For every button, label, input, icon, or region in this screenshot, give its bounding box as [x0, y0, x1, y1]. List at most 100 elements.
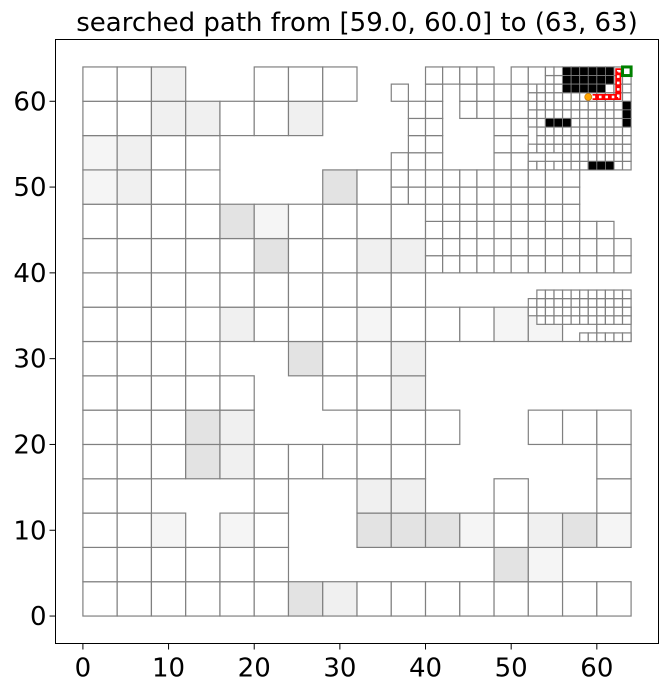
- grid-cell: [587, 134, 598, 145]
- grid-cell: [570, 117, 581, 128]
- grid-cell: [510, 100, 529, 120]
- grid-cell: [544, 100, 555, 111]
- grid-cell: [544, 289, 555, 300]
- grid-cell: [587, 298, 598, 308]
- grid-cell: [536, 126, 547, 137]
- grid-cell: [287, 203, 324, 240]
- grid-cell: [570, 160, 581, 171]
- grid-cell: [150, 169, 187, 205]
- grid-cell: [82, 546, 118, 583]
- grid-cell: [476, 255, 495, 274]
- grid-cell: [579, 109, 589, 120]
- grid-cell: [570, 134, 581, 145]
- grid-cell: [561, 289, 572, 300]
- grid-cell: [150, 340, 187, 377]
- grid-cell: [510, 83, 529, 102]
- grid-cell: [561, 134, 572, 145]
- grid-cell: [116, 237, 153, 274]
- obstacle-cell: [570, 75, 581, 85]
- grid-cell: [604, 306, 615, 317]
- grid-cell: [442, 169, 461, 188]
- grid-cell: [356, 512, 392, 549]
- grid-cell: [544, 298, 555, 308]
- grid-cell: [536, 160, 547, 171]
- grid-cell: [442, 220, 461, 240]
- grid-cell: [579, 220, 598, 240]
- grid-cell: [621, 134, 632, 145]
- grid-cell: [579, 117, 589, 128]
- grid-cell: [116, 409, 153, 446]
- grid-cell: [596, 152, 606, 162]
- grid-cell: [493, 306, 529, 343]
- grid-cell: [544, 315, 555, 325]
- grid-cell: [544, 203, 564, 222]
- grid-cell: [587, 143, 598, 154]
- grid-cell: [219, 100, 255, 137]
- grid-cell: [536, 100, 547, 111]
- grid-cell: [579, 315, 589, 325]
- grid-cell: [596, 306, 606, 317]
- obstacle-cell: [570, 66, 581, 76]
- obstacle-cell: [604, 160, 615, 171]
- grid-cell: [613, 237, 632, 257]
- grid-cell: [493, 220, 512, 240]
- grid-cell: [253, 203, 290, 240]
- grid-cell: [544, 169, 564, 188]
- grid-cell: [596, 581, 632, 617]
- grid-cell: [596, 315, 606, 325]
- grid-cell: [150, 203, 187, 240]
- grid-cell: [510, 203, 529, 222]
- grid-cell: [596, 109, 606, 120]
- grid-cell: [570, 306, 581, 317]
- grid-cell: [613, 255, 632, 274]
- grid-cell: [116, 443, 153, 480]
- grid-cell: [579, 126, 589, 137]
- grid-cell: [570, 143, 581, 154]
- grid-cell: [553, 100, 564, 111]
- grid-cell: [510, 117, 529, 137]
- grid-cell: [527, 66, 547, 85]
- grid-cell: [527, 160, 538, 171]
- grid-cell: [510, 237, 529, 257]
- grid-cell: [253, 546, 290, 583]
- grid-cell: [510, 255, 529, 274]
- grid-cell: [116, 512, 153, 549]
- grid-cell: [322, 66, 358, 102]
- grid-cell: [219, 375, 255, 411]
- obstacle-cell: [596, 83, 606, 94]
- grid-cell: [587, 109, 598, 120]
- grid-cell: [570, 315, 581, 325]
- grid-cell: [536, 143, 547, 154]
- grid-cell: [527, 255, 547, 274]
- grid-cell: [621, 152, 632, 162]
- grid-cell: [219, 546, 255, 583]
- y-tick-label: 20: [13, 430, 46, 460]
- grid-cell: [596, 143, 606, 154]
- grid-cell: [587, 315, 598, 325]
- searched-cells: [82, 66, 632, 617]
- obstacle-cell: [553, 118, 563, 128]
- grid-cell: [613, 298, 624, 308]
- obstacle-cell: [545, 118, 555, 128]
- grid-cell: [561, 160, 572, 171]
- grid-cell: [356, 203, 392, 240]
- grid-cell: [407, 186, 427, 205]
- grid-cell: [561, 109, 572, 120]
- grid-cell: [390, 340, 427, 377]
- grid-cell: [116, 340, 153, 377]
- obstacle-cell: [587, 75, 598, 85]
- grid-cell: [553, 315, 564, 325]
- grid-cell: [322, 443, 358, 480]
- grid-cell: [493, 255, 512, 274]
- grid-cell: [587, 332, 598, 343]
- grid-cell: [150, 306, 187, 343]
- grid-cell: [424, 117, 444, 137]
- grid-cell: [459, 220, 478, 240]
- grid-cell: [150, 237, 187, 274]
- obstacle-cell: [587, 83, 598, 94]
- grid-cell: [561, 255, 581, 274]
- grid-cell: [561, 581, 598, 617]
- goal-marker: [621, 65, 633, 78]
- grid-cell: [287, 66, 324, 102]
- grid-cell: [570, 109, 581, 120]
